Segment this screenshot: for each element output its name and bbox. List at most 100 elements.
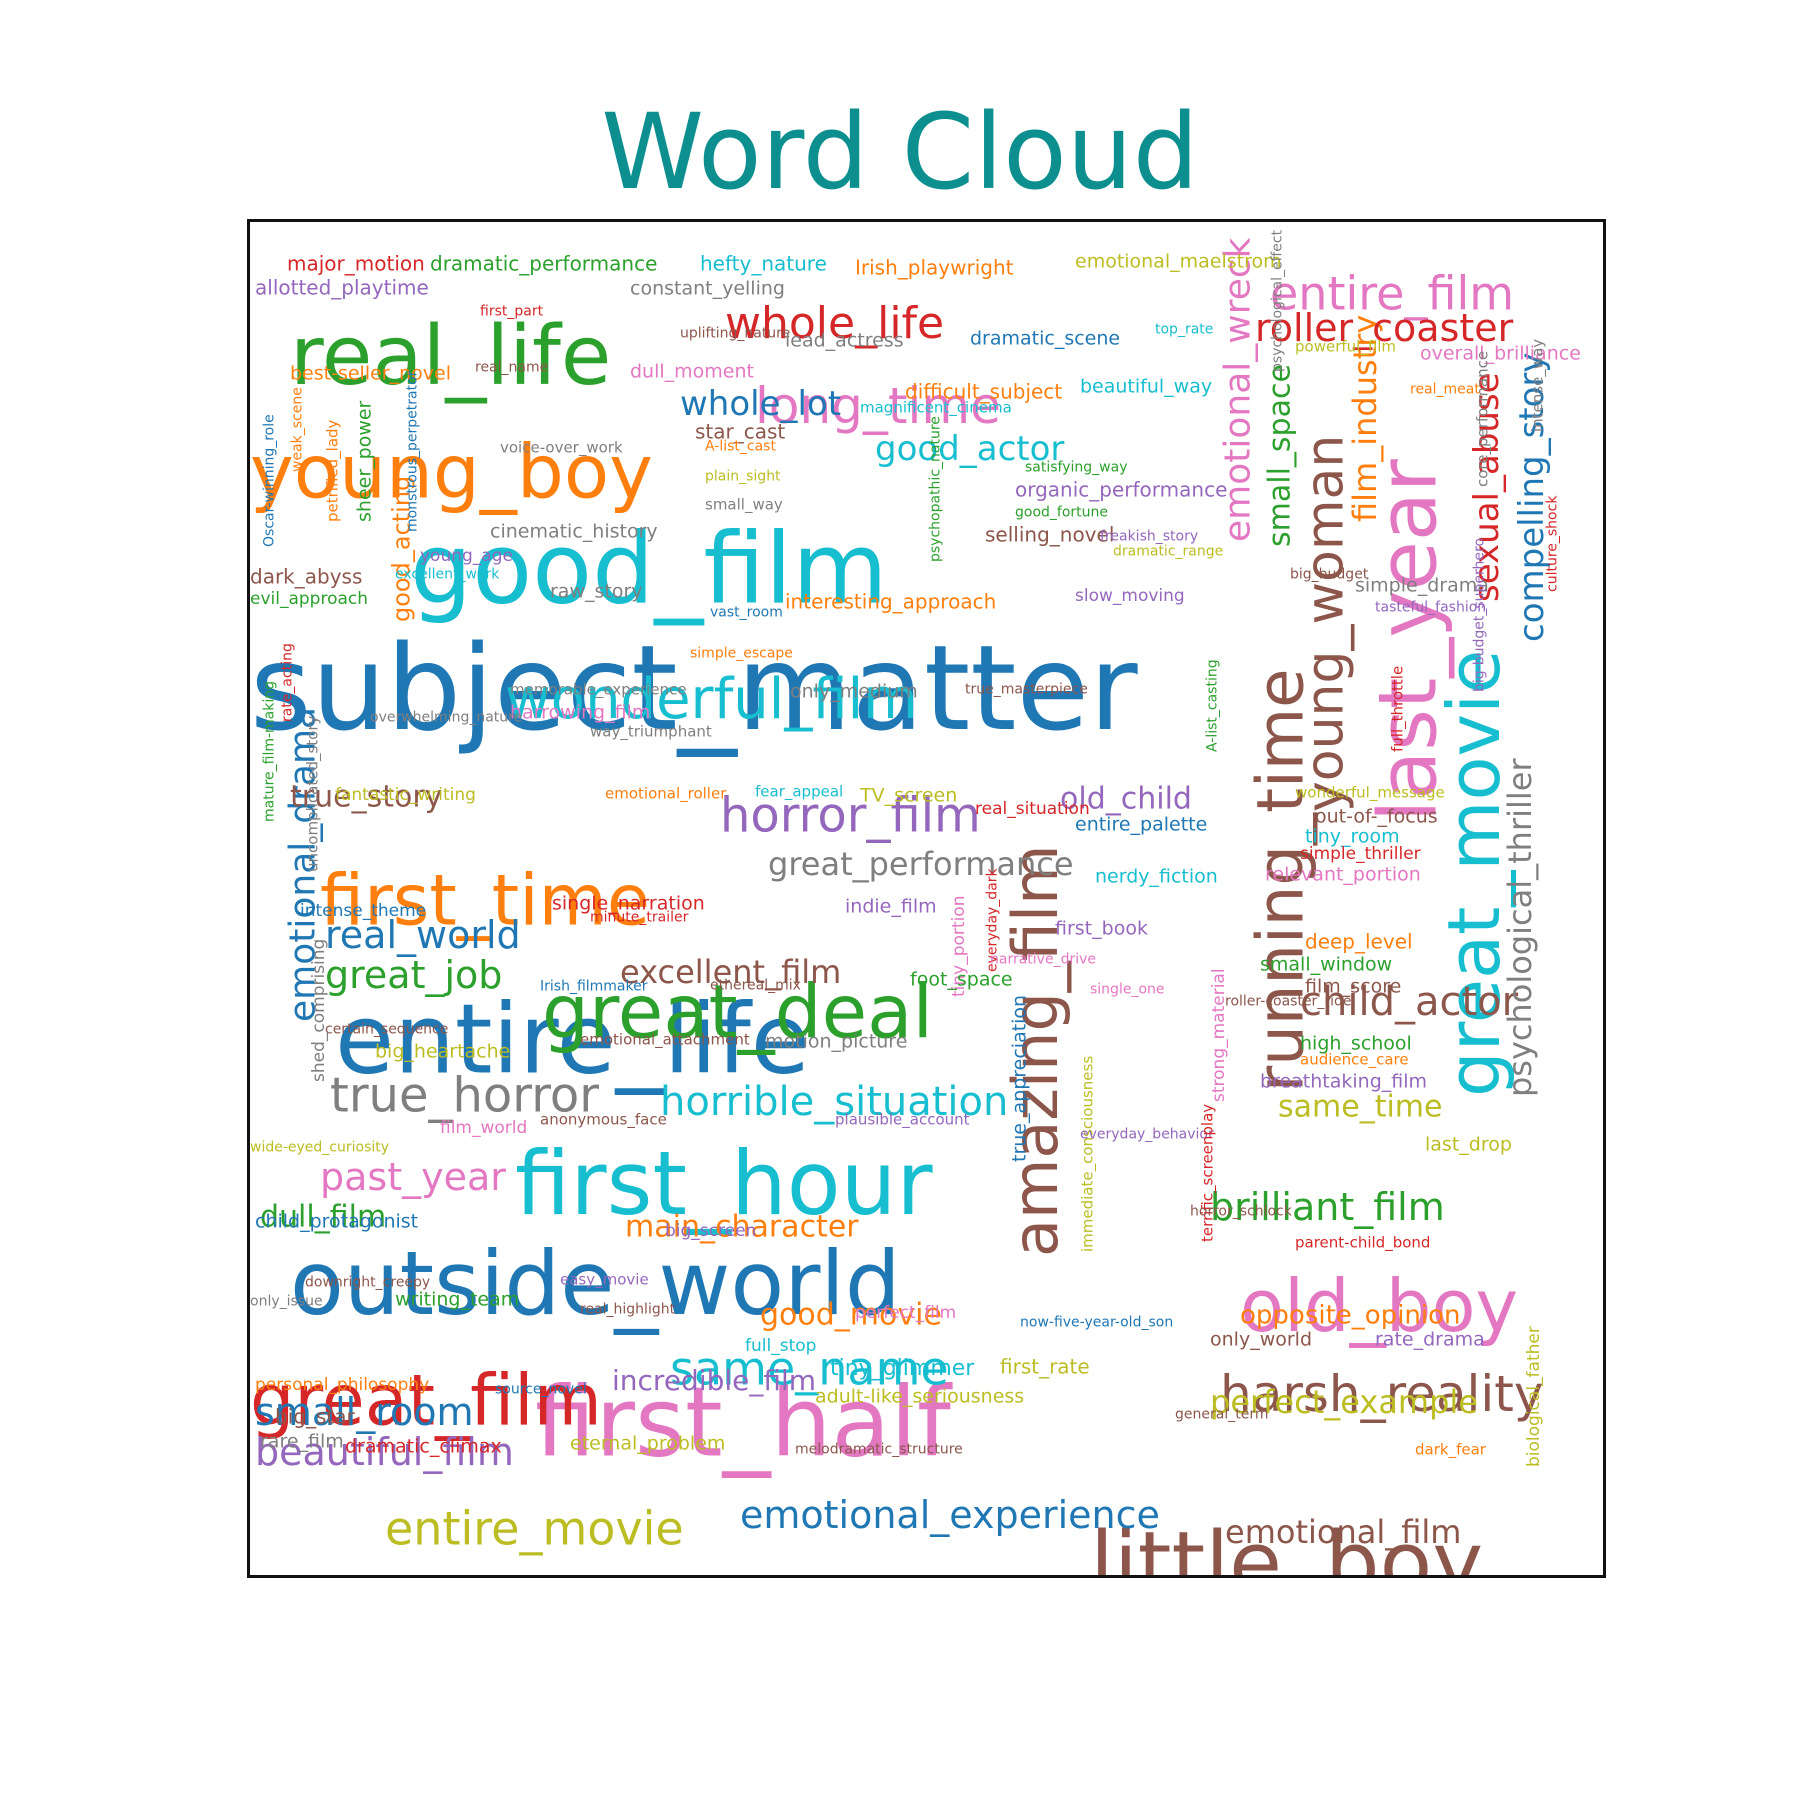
word-cinematic-history: cinematic_history — [490, 521, 658, 543]
word-great-deal: great_deal — [542, 970, 933, 1056]
word-big-budget: big_budget — [1290, 566, 1369, 582]
word-wide-eyed-curiosity: wide-eyed_curiosity — [250, 1139, 389, 1155]
word-allotted-playtime: allotted_playtime — [255, 275, 429, 299]
word-easy-movie: easy_movie — [560, 1270, 649, 1289]
word-compelling-story: compelling_story — [1512, 352, 1552, 642]
word-opposite-opinion: opposite_opinion — [1240, 1300, 1461, 1330]
word-only-world: only_world — [1210, 1329, 1312, 1351]
word-irish-playwright: Irish_playwright — [855, 255, 1014, 279]
word-emotional-roller: emotional_roller — [605, 784, 727, 803]
word-psychological-effect: psychological_effect — [1269, 229, 1285, 372]
word-lead-actress: lead_actress — [785, 330, 904, 352]
word-excellent-film: excellent_film — [620, 953, 841, 991]
word-overall-brilliance: overall_brilliance — [1420, 343, 1581, 365]
word-irish-filmmaker: Irish_filmmaker — [540, 978, 648, 994]
word-whole-life: whole_life — [725, 298, 944, 349]
word-last-drop: last_drop — [1425, 1134, 1512, 1156]
word-emotional-experience: emotional_experience — [740, 1493, 1160, 1537]
word-same-name: same_name — [670, 1342, 949, 1396]
word-incredible-film: incredible_film — [612, 1364, 816, 1397]
word-slow-moving: slow_moving — [1075, 586, 1185, 606]
word-parent-child-bond: parent-child_bond — [1295, 1233, 1430, 1252]
word-writing-team: writing_team — [395, 1289, 519, 1311]
word-relevant-portion: relevant_portion — [1265, 864, 1421, 886]
word-true-masterpiece: true_masterpiece — [965, 681, 1088, 697]
word-nerdy-fiction: nerdy_fiction — [1095, 866, 1218, 888]
word-difficult-subject: difficult_subject — [905, 379, 1062, 403]
word-major-motion: major_motion — [287, 251, 425, 275]
word-great-movie: great_movie — [1432, 650, 1516, 1097]
word-only-medium: only_medium — [790, 681, 918, 703]
word-film-world: film_world — [440, 1118, 527, 1138]
word-emotional-attachment: emotional_attachment — [580, 1030, 750, 1049]
word-rare-film: rare_film — [260, 1431, 344, 1453]
word-real-situation: real_situation — [975, 799, 1090, 819]
word-entire-life: entire_life — [335, 984, 810, 1096]
word-petrified-lady: petrified_lady — [323, 419, 342, 522]
word-everyday-dark: everyday_dark — [984, 867, 1000, 972]
word-real-meat: real_meat — [1410, 381, 1480, 397]
word-entire-movie: entire_movie — [385, 1502, 684, 1556]
word-dramatic-climax: dramatic_climax — [345, 1436, 502, 1458]
word-real-world: real_world — [325, 913, 521, 957]
word-narrative-drive: narrative_drive — [990, 951, 1096, 967]
word-breathtaking-film: breathtaking_film — [1260, 1071, 1427, 1093]
word-tiny-portion: tiny_portion — [949, 896, 969, 997]
word-terrific-screenplay: terrific_screenplay — [1198, 1104, 1217, 1242]
word-deep-level: deep_level — [1305, 929, 1413, 953]
word-dramatic-scene: dramatic_scene — [970, 328, 1120, 350]
word-first-part: first_part — [480, 303, 544, 319]
word-best-seller-novel: best-seller_novel — [290, 363, 451, 385]
word-child-actor: child_actor — [1300, 979, 1519, 1025]
word-plausible-account: plausible_account — [835, 1110, 970, 1129]
word-big-heartache: big_heartache — [375, 1041, 510, 1063]
word-sheer-power: sheer_power — [354, 400, 376, 522]
word-emotional-drama: emotional_drama — [283, 707, 324, 1022]
word-indie-film: indie_film — [845, 896, 937, 918]
word-long-time: long_time — [755, 377, 1001, 435]
word-fantastic-writing: fantastic_writing — [335, 785, 476, 805]
word-first-hour: first_hour — [515, 1132, 933, 1235]
word-interesting-approach: interesting_approach — [785, 589, 996, 613]
word-plain-sight: plain_sight — [705, 468, 781, 484]
word-motion-picture: motion_picture — [765, 1031, 907, 1053]
word-mature-film-making: mature_film-making — [261, 681, 277, 822]
word-eternal-problem: eternal_problem — [570, 1433, 725, 1455]
word-good-fortune: good_fortune — [1015, 504, 1108, 520]
word-big-star: big_star — [275, 1404, 355, 1428]
word-film-score: film_score — [1305, 976, 1401, 998]
word-oscar-winning-role: Oscar-winning_role — [261, 414, 277, 547]
word-small-way: small_way — [705, 495, 783, 514]
word-foot-space: foot_space — [910, 969, 1013, 991]
word-first-rate: first_rate — [1000, 1354, 1090, 1378]
word-great-performance: great_performance — [768, 845, 1074, 883]
word-simple-drama: simple_drama — [1355, 575, 1489, 597]
word-immediate-consciousness: immediate_consciousness — [1078, 1056, 1097, 1252]
word-real-highlight: real_highlight — [580, 1301, 676, 1317]
word-small-room: small_room — [255, 1390, 474, 1434]
word-good-actor: good_actor — [875, 429, 1064, 469]
word-dramatic-performance: dramatic_performance — [430, 251, 657, 275]
word-tasteful-fashion: tasteful_fashion — [1375, 599, 1486, 615]
word-horrible-situation: horrible_situation — [660, 1079, 1008, 1125]
word-adult-like-seriousness: adult-like_seriousness — [815, 1386, 1024, 1408]
word-cloud-canvas: second_halfsubject_mattergood_filmentire… — [250, 222, 1603, 1575]
word-wonderful-message: wonderful_message — [1295, 783, 1445, 802]
word-young-boy: young_boy — [250, 430, 653, 516]
word-sexual-abuse: sexual_abuse — [1467, 372, 1507, 602]
word-tiny-glimmer: tiny_glimmer — [830, 1356, 975, 1381]
word-strong-material: strong_material — [1209, 968, 1229, 1102]
word-second-half: second_half — [1414, 222, 1603, 232]
word-high-school: high_school — [1300, 1033, 1412, 1055]
word-dull-moment: dull_moment — [630, 361, 754, 383]
word-little-boy: little_boy — [1090, 1514, 1483, 1575]
word-general-term: general_term — [1175, 1406, 1268, 1422]
word-monstrous-perpetrator: monstrous_perpetrator — [404, 370, 420, 532]
word-hefty-nature: hefty_nature — [700, 251, 827, 275]
word-great-film: great_film — [250, 1359, 602, 1441]
word-powerful-film: powerful_film — [1295, 337, 1396, 356]
word-full-throttle: full_throttle — [1388, 666, 1407, 752]
word-amazing-film: amazing_film — [999, 845, 1072, 1257]
word-true-story: true_story — [290, 780, 442, 815]
word-perfect-film: perfect_film — [855, 1303, 956, 1323]
